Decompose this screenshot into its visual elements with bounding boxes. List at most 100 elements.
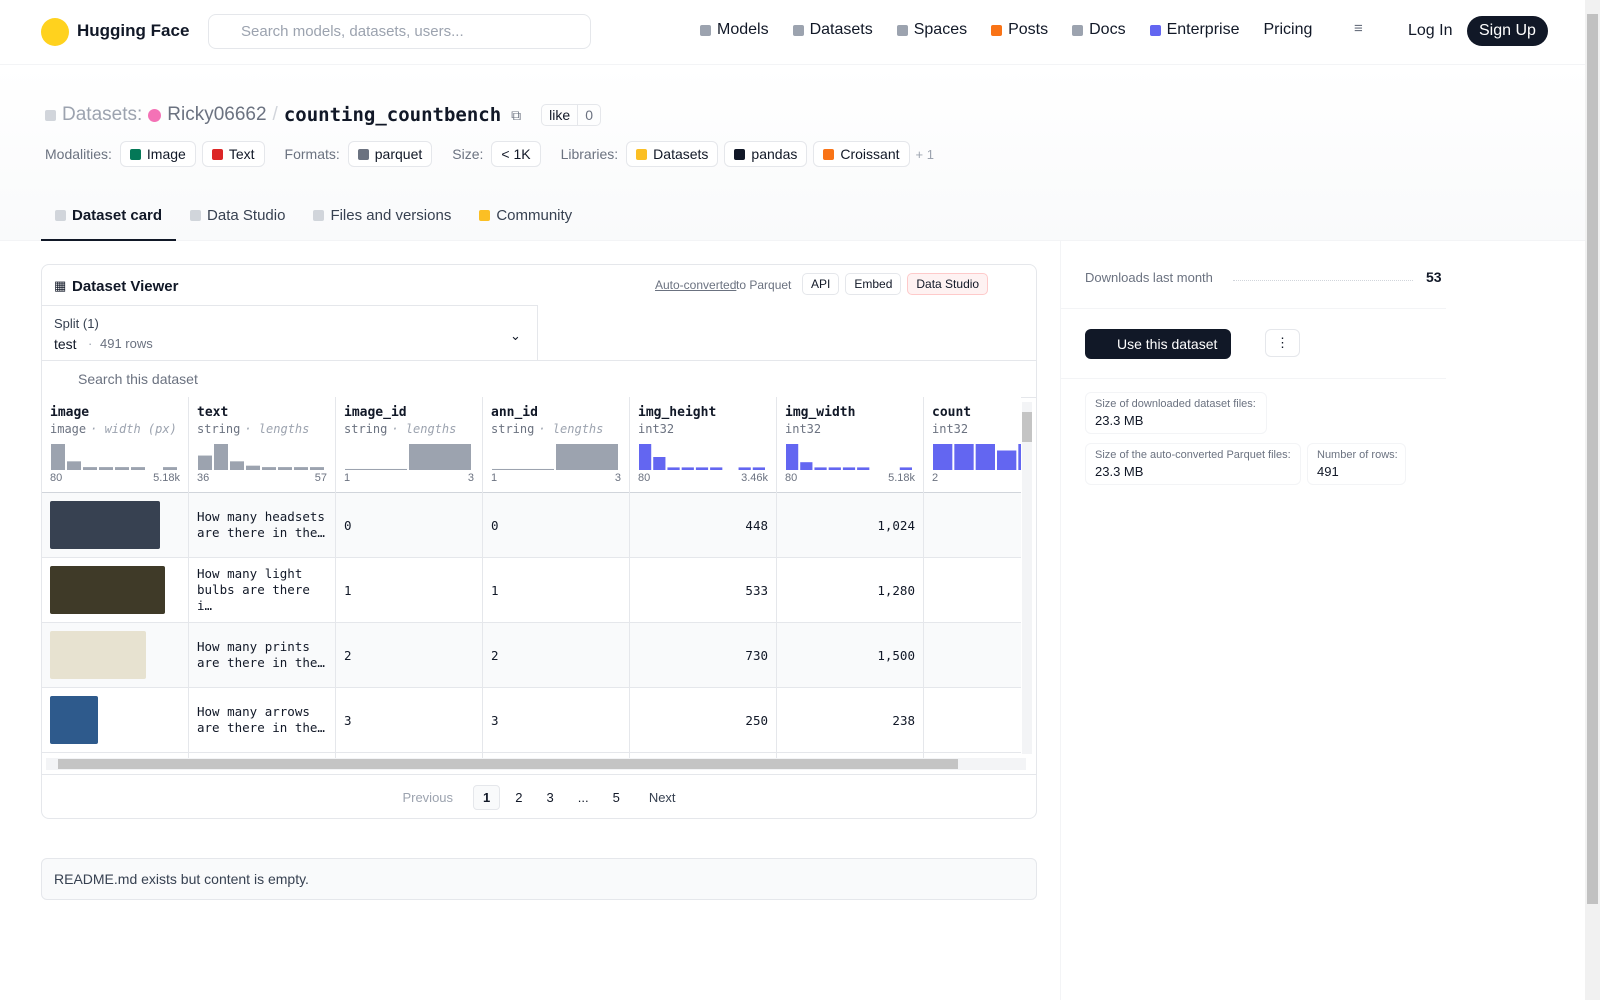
histogram-bar[interactable] bbox=[278, 467, 292, 470]
column-type-row: image · width (px) bbox=[50, 422, 180, 436]
page-scrollbar[interactable] bbox=[1585, 0, 1600, 1000]
tag[interactable]: pandas bbox=[724, 141, 808, 167]
histogram-bar[interactable] bbox=[695, 467, 709, 470]
histogram-bar[interactable] bbox=[310, 467, 324, 470]
histogram-bar[interactable] bbox=[83, 467, 97, 470]
page-number[interactable]: ... bbox=[577, 789, 589, 805]
histogram-bar[interactable] bbox=[409, 444, 471, 470]
histogram-bar[interactable] bbox=[639, 444, 652, 470]
histogram-bar[interactable] bbox=[214, 444, 228, 470]
tag[interactable]: < 1K bbox=[491, 141, 541, 167]
split-select[interactable]: Split (1) test · 491 rows ⌄ bbox=[42, 305, 538, 361]
login[interactable]: Log In bbox=[1408, 22, 1453, 39]
repo-name[interactable]: counting_countbench bbox=[283, 104, 502, 126]
histogram-bar[interactable] bbox=[492, 468, 554, 470]
histogram-bar[interactable] bbox=[997, 450, 1017, 471]
column-header[interactable]: img_height int32 80 3.46k bbox=[630, 397, 776, 493]
page-number[interactable]: 5 bbox=[612, 789, 620, 805]
histogram-bar[interactable] bbox=[667, 467, 680, 470]
column-header[interactable]: image image · width (px) 80 5.18k bbox=[42, 397, 188, 493]
brand[interactable]: Hugging Face bbox=[77, 21, 190, 40]
histogram-bar[interactable] bbox=[800, 462, 813, 470]
histogram-bar[interactable] bbox=[710, 467, 723, 470]
histogram-bar[interactable] bbox=[814, 467, 827, 470]
viewer-button[interactable]: Data Studio bbox=[907, 273, 989, 295]
histogram-bar[interactable] bbox=[262, 467, 276, 470]
histogram-bar[interactable] bbox=[786, 444, 799, 470]
next[interactable]: Next bbox=[648, 789, 676, 805]
histogram-bar[interactable] bbox=[752, 467, 765, 470]
tab[interactable]: Community bbox=[465, 191, 586, 239]
tag[interactable]: Croissant bbox=[813, 141, 910, 167]
nav-link-text: Enterprise bbox=[1166, 21, 1240, 38]
use-dataset[interactable]: Use this dataset bbox=[1085, 329, 1232, 359]
nav-link[interactable]: Enterprise bbox=[1149, 21, 1240, 39]
tag[interactable]: Text bbox=[201, 141, 265, 167]
tag[interactable]: Image bbox=[119, 141, 196, 167]
v-thumb[interactable] bbox=[1022, 412, 1032, 442]
logo[interactable] bbox=[41, 18, 69, 46]
v-scrollbar[interactable] bbox=[1022, 402, 1032, 754]
page-number[interactable]: 2 bbox=[515, 789, 523, 805]
histogram-bar[interactable] bbox=[1018, 444, 1021, 470]
search-box[interactable]: Search models, datasets, users... bbox=[208, 14, 591, 49]
histogram-bar[interactable] bbox=[246, 465, 260, 470]
column-header[interactable]: text string · lengths 36 57 bbox=[189, 397, 335, 493]
histogram-bar[interactable] bbox=[738, 467, 751, 470]
nav-link[interactable]: Posts bbox=[991, 21, 1048, 39]
page-number[interactable]: 1 bbox=[473, 784, 501, 810]
histogram-bar[interactable] bbox=[230, 461, 244, 470]
copy-icon[interactable]: ⧉ bbox=[511, 106, 522, 123]
tag[interactable]: parquet bbox=[347, 141, 433, 167]
viewer-button[interactable]: Embed bbox=[845, 273, 902, 295]
column-header[interactable]: img_width int32 80 5.18k bbox=[777, 397, 923, 493]
histogram-bar[interactable] bbox=[857, 467, 870, 470]
histogram-bar[interactable] bbox=[933, 444, 953, 470]
histogram-bar[interactable] bbox=[842, 467, 856, 470]
histogram-bar[interactable] bbox=[51, 444, 65, 470]
histogram-bar[interactable] bbox=[828, 467, 841, 470]
nav-link[interactable]: Models bbox=[700, 21, 769, 39]
more-tags[interactable]: + 1 bbox=[915, 146, 934, 162]
page-number[interactable]: 3 bbox=[546, 789, 554, 805]
nav-link[interactable]: Spaces bbox=[896, 21, 967, 39]
histogram-bar[interactable] bbox=[163, 467, 177, 470]
column-name: img_height bbox=[638, 405, 717, 420]
histogram-bar[interactable] bbox=[294, 467, 308, 470]
section[interactable]: Datasets: bbox=[62, 104, 143, 125]
histogram-bar[interactable] bbox=[556, 444, 618, 470]
tab[interactable]: Files and versions bbox=[299, 191, 465, 239]
viewer-button[interactable]: API bbox=[802, 273, 840, 295]
histogram-bar[interactable] bbox=[653, 457, 666, 470]
tag[interactable]: Datasets bbox=[626, 141, 719, 167]
histogram-bar[interactable] bbox=[67, 461, 81, 470]
viewer-search[interactable]: Search this dataset bbox=[42, 360, 1036, 398]
more-button[interactable]: ⋮ bbox=[1265, 329, 1300, 357]
histogram-bar[interactable] bbox=[198, 455, 212, 470]
histogram-bar[interactable] bbox=[975, 444, 995, 470]
h-thumb[interactable] bbox=[58, 759, 958, 769]
histogram-bar[interactable] bbox=[899, 467, 912, 470]
column-header[interactable]: count int32 2 bbox=[924, 397, 1021, 493]
nav-link[interactable]: Datasets bbox=[792, 21, 873, 39]
histogram-bar[interactable] bbox=[681, 467, 694, 470]
histogram-bar[interactable] bbox=[115, 467, 129, 470]
owner[interactable]: Ricky06662 bbox=[167, 104, 267, 125]
signup[interactable]: Sign Up bbox=[1467, 16, 1548, 46]
tab[interactable]: Data Studio bbox=[176, 191, 299, 239]
nav-link[interactable]: Docs bbox=[1072, 21, 1126, 39]
column-header[interactable]: image_id string · lengths 1 3 bbox=[336, 397, 482, 493]
page-thumb[interactable] bbox=[1587, 14, 1598, 904]
table-icon: ▦ bbox=[54, 278, 67, 293]
histogram-bar[interactable] bbox=[99, 467, 113, 470]
histogram-bar[interactable] bbox=[131, 467, 145, 470]
like-button[interactable]: like 0 bbox=[541, 104, 601, 126]
histogram-bar[interactable] bbox=[954, 444, 974, 470]
nav-link[interactable]: Pricing bbox=[1263, 21, 1312, 39]
histogram-bar[interactable] bbox=[345, 468, 407, 470]
menu-icon[interactable]: ≡ bbox=[1354, 20, 1363, 37]
auto-converted[interactable]: Auto-converted bbox=[655, 278, 737, 292]
tab[interactable]: Dataset card bbox=[41, 191, 177, 241]
column-header[interactable]: ann_id string · lengths 1 3 bbox=[483, 397, 629, 493]
h-scrollbar[interactable] bbox=[46, 758, 1026, 770]
